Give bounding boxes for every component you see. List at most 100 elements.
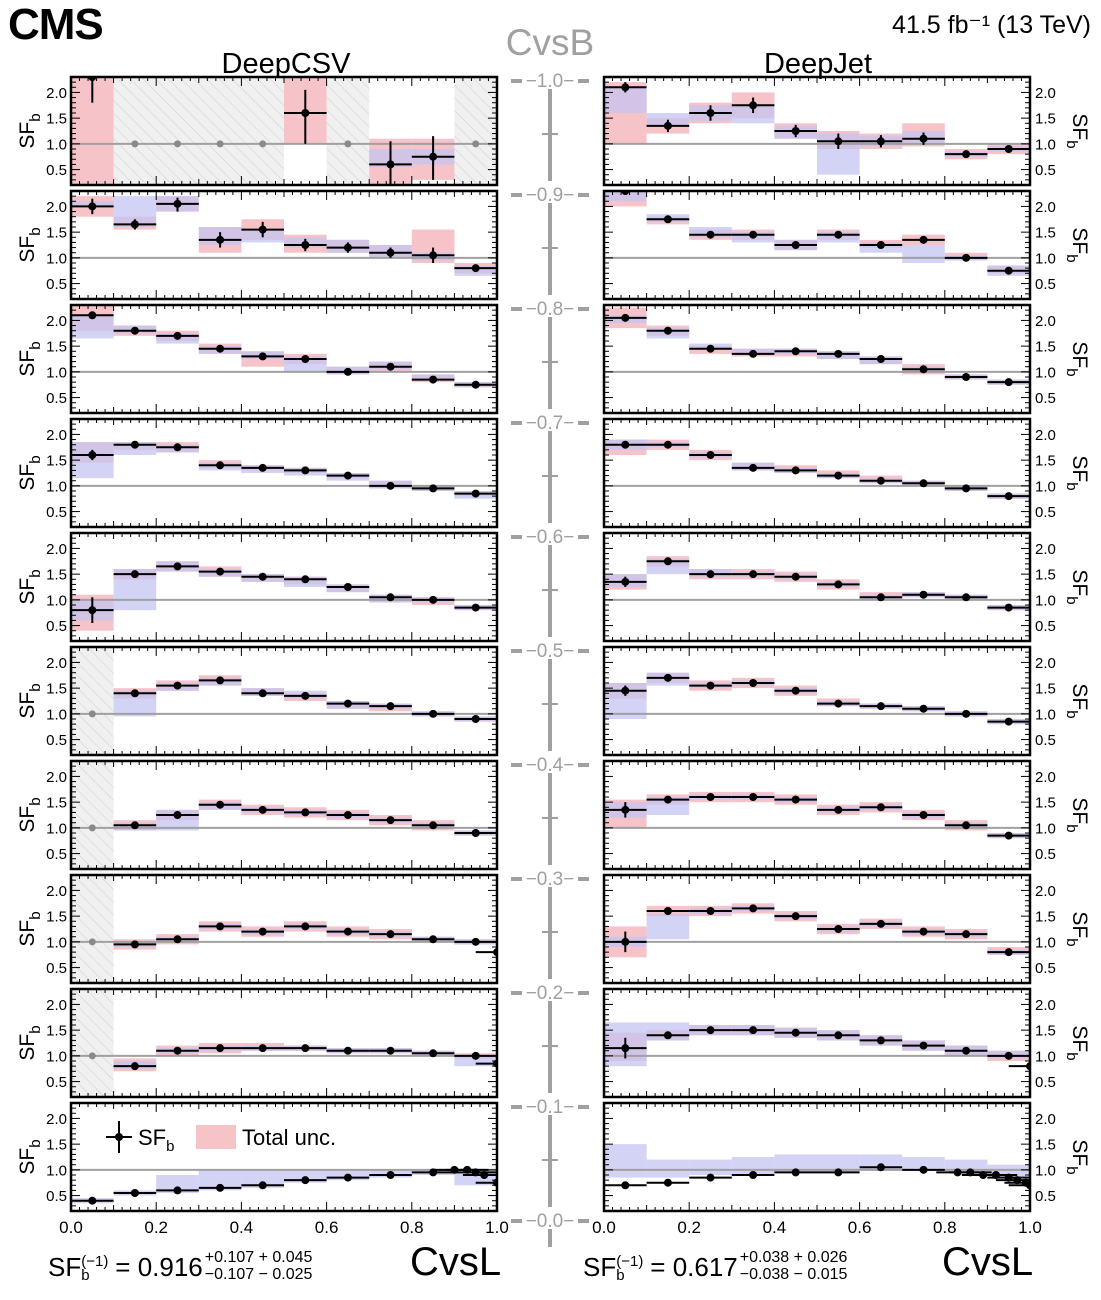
sf-marker bbox=[834, 471, 843, 480]
sf-marker bbox=[386, 248, 395, 257]
sf-marker bbox=[130, 821, 139, 830]
y-axis-label-sub: b bbox=[27, 113, 44, 121]
cvsb-tick-label: −0.6− bbox=[526, 527, 575, 548]
sf-marker bbox=[471, 715, 480, 723]
sf-marker bbox=[834, 580, 843, 589]
y-axis-label-main: SF bbox=[16, 920, 39, 947]
syst-unc-band bbox=[689, 1159, 732, 1175]
panel-plot-area bbox=[71, 989, 497, 1097]
sf-marker bbox=[749, 1171, 758, 1179]
sf-marker bbox=[173, 1186, 182, 1195]
panel-plot-area bbox=[604, 672, 1030, 726]
y-tick-label: 1.5 bbox=[1035, 567, 1056, 584]
y-axis-label-sub: b bbox=[1063, 596, 1080, 604]
sf-marker bbox=[1004, 831, 1013, 840]
y-tick-label: 1.5 bbox=[46, 1023, 67, 1040]
sf-marker bbox=[706, 1026, 715, 1035]
sf-marker bbox=[88, 1196, 97, 1205]
sf-marker bbox=[749, 349, 758, 358]
syst-unc-band bbox=[646, 558, 690, 575]
deepjet-panel-cvsb-0.7: 0.5 1.0 1.5 2.0 SFb bbox=[602, 303, 1091, 415]
sf-marker bbox=[834, 1031, 843, 1040]
y-tick-label: 0.5 bbox=[46, 618, 67, 635]
sf-marker bbox=[791, 127, 800, 135]
sf-marker bbox=[88, 202, 97, 211]
sf-marker bbox=[706, 109, 715, 117]
y-axis-label: SFb bbox=[1063, 341, 1091, 376]
sf-marker bbox=[343, 471, 352, 480]
y-tick-label: 0.5 bbox=[1035, 1188, 1056, 1205]
deepjet-panel-cvsb-0.4: 0.5 1.0 1.5 2.0 SFb bbox=[602, 645, 1091, 757]
y-axis-label: SFb bbox=[1063, 797, 1091, 832]
syst-unc-band bbox=[902, 1157, 945, 1170]
y-tick-label: 1.5 bbox=[1035, 1023, 1056, 1040]
sf-superscript: (−1) bbox=[81, 1253, 109, 1271]
deepjet-panel-cvsb-0.2: 0.5 1.0 1.5 2.0 SFb bbox=[602, 873, 1091, 985]
deepjet-x-tick-label: 0.6 bbox=[848, 1218, 872, 1237]
sf-marker bbox=[1004, 492, 1013, 501]
sf-marker bbox=[919, 235, 928, 244]
panel-plot-area bbox=[604, 1144, 1030, 1190]
sf-marker bbox=[834, 349, 843, 358]
y-tick-label: 1.5 bbox=[1035, 111, 1056, 128]
sf-marker bbox=[130, 570, 139, 579]
sf-marker bbox=[301, 922, 310, 931]
sf-marker bbox=[1004, 603, 1013, 612]
sf-marker bbox=[343, 927, 352, 936]
y-axis-label-main: SF bbox=[1068, 227, 1091, 254]
y-axis-label-sub: b bbox=[27, 683, 44, 691]
sf-marker bbox=[1004, 378, 1013, 387]
cvsb-tick-label: −0.1− bbox=[526, 1097, 575, 1118]
y-axis-label-sub: b bbox=[1063, 938, 1080, 946]
y-tick-label: 1.0 bbox=[1035, 820, 1056, 837]
sf-marker bbox=[258, 927, 267, 936]
sf-marker bbox=[919, 134, 928, 143]
sf-marker bbox=[663, 1031, 672, 1040]
panel-frame bbox=[602, 987, 1032, 1099]
sf-marker bbox=[343, 1046, 352, 1055]
legend-marker-dot bbox=[115, 1133, 123, 1141]
sf-marker bbox=[834, 230, 843, 239]
sf-marker bbox=[962, 484, 971, 493]
y-axis-label-sub: b bbox=[27, 911, 44, 919]
sf-symbol: SF bbox=[48, 1252, 82, 1282]
y-tick-label: 1.5 bbox=[1035, 225, 1056, 242]
y-axis-label-sub: b bbox=[27, 569, 44, 577]
y-axis-label-sub: b bbox=[27, 1025, 44, 1033]
y-axis-label: SFb bbox=[16, 569, 44, 604]
sf-marker bbox=[258, 1181, 267, 1190]
syst-unc-band bbox=[156, 1175, 199, 1193]
sf-marker bbox=[876, 476, 885, 485]
cvsb-tick-label-bg bbox=[522, 637, 578, 659]
sf-subscript: b bbox=[81, 1267, 90, 1285]
y-axis-label-main: SF bbox=[16, 1148, 39, 1175]
sf-marker bbox=[663, 1178, 672, 1187]
panel-plot-area bbox=[71, 875, 497, 983]
y-tick-label: 0.5 bbox=[46, 960, 67, 977]
sf-marker bbox=[919, 927, 928, 936]
y-axis-label-main: SF bbox=[16, 1034, 39, 1061]
sf-marker bbox=[663, 907, 672, 915]
cvsb-axis: −1.0− −0.9− −0.8− −0.7− −0.6− −0.5− −0.4− −0.3−… bbox=[511, 67, 589, 1247]
syst-unc-band bbox=[646, 1159, 690, 1178]
default-sf-point bbox=[88, 710, 96, 718]
sf-marker bbox=[480, 1171, 489, 1179]
y-axis-label: SFb bbox=[16, 227, 44, 262]
syst-unc-band bbox=[731, 105, 775, 124]
sf-marker bbox=[876, 355, 885, 363]
experiment-label: CMS bbox=[8, 0, 104, 49]
sf-marker bbox=[471, 829, 480, 837]
y-tick-label: 1.0 bbox=[1035, 478, 1056, 495]
sf-marker bbox=[429, 484, 438, 493]
cvsb-tick-label-bg bbox=[522, 295, 578, 317]
panel-plot-area bbox=[71, 196, 497, 276]
sf-marker bbox=[301, 691, 310, 700]
cvsb-tick-label: −0.4− bbox=[526, 755, 575, 776]
y-axis-label: SFb bbox=[16, 1025, 44, 1060]
y-tick-label: 1.0 bbox=[46, 250, 67, 267]
sf-marker bbox=[258, 463, 267, 472]
panel-plot-area bbox=[71, 647, 497, 755]
sf-marker bbox=[216, 1044, 225, 1053]
panel-plot-area bbox=[604, 191, 1030, 276]
